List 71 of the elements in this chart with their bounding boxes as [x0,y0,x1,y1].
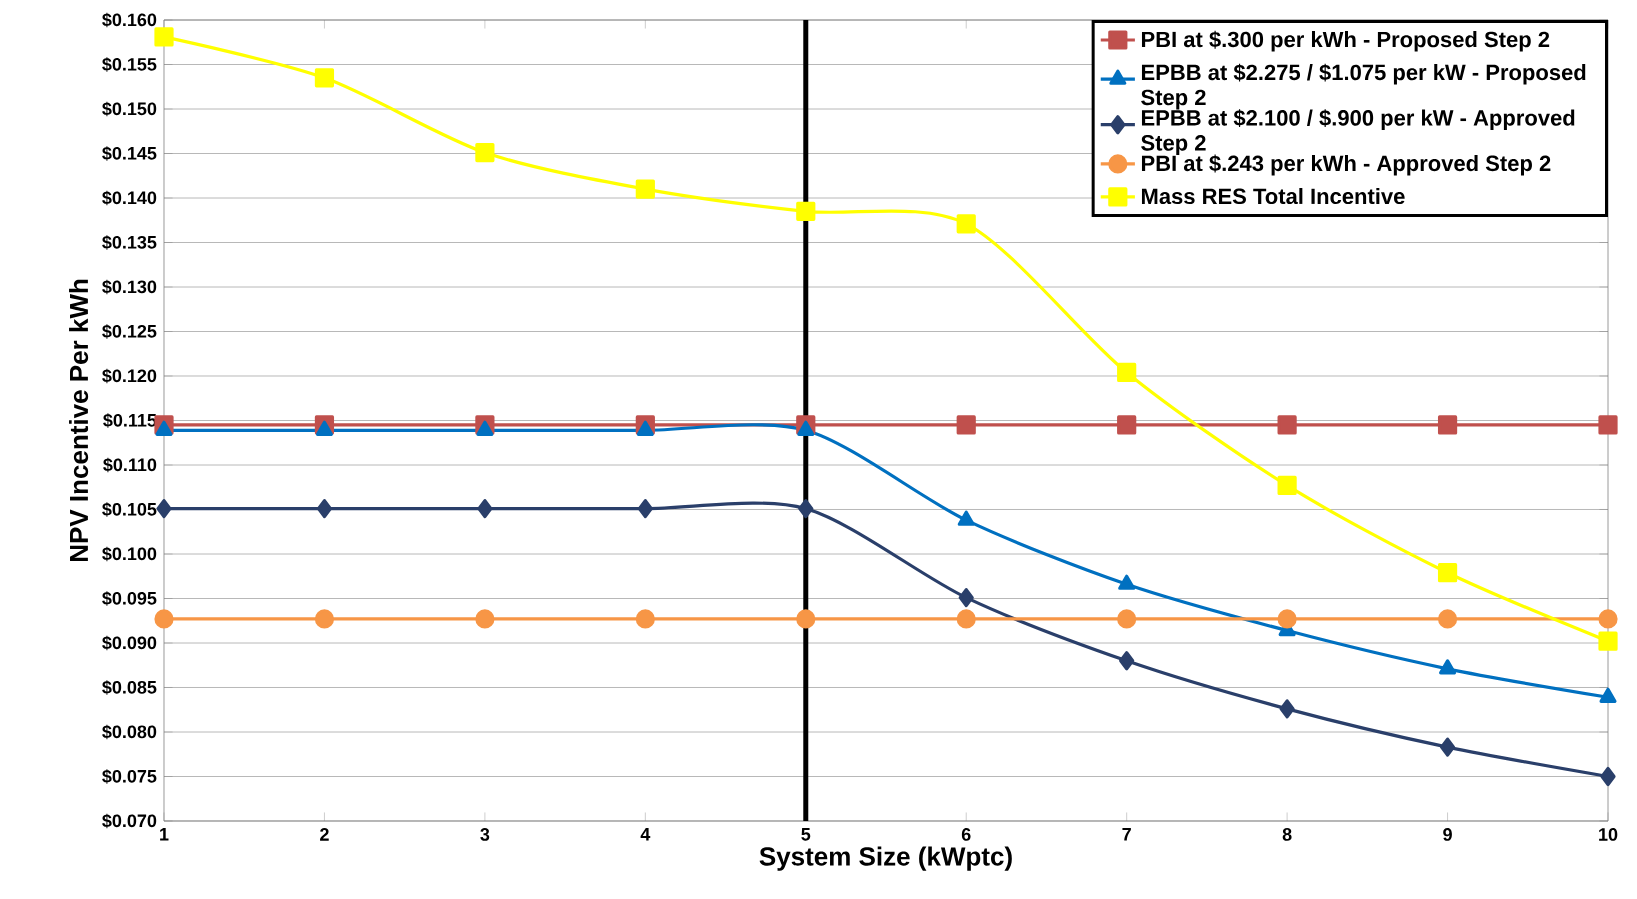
point [1437,415,1458,435]
x-tick-label: 9 [1443,828,1452,841]
point [956,609,976,629]
point [1279,699,1295,719]
y-tick-label: $0.145 [102,146,157,161]
point [958,588,974,608]
point [796,609,816,629]
point [316,499,333,519]
legend-label: PBI at $.300 per kWh - Proposed Step 2 [1141,30,1550,52]
point [475,143,495,163]
x-tick-label: 2 [320,828,329,841]
y-tick-label: $0.160 [102,12,157,28]
x-tick-label: 3 [480,828,490,841]
point [154,27,174,47]
y-tick-label: $0.135 [102,235,157,250]
y-tick-label: $0.100 [102,546,157,562]
point [1117,415,1137,435]
point [635,179,655,199]
y-tick-label: $0.110 [103,457,157,473]
point [956,415,976,435]
y-tick-label: $0.130 [102,279,157,295]
point [1600,766,1616,787]
y-tick-label: $0.085 [102,680,157,695]
y-tick-label: $0.140 [102,190,157,206]
point [635,609,655,629]
point [1598,609,1618,629]
y-axis-title: NPV Incentive Per kWh [69,279,89,562]
legend-label: EPBB at $2.275 / $1.075 per kW - Proposed Step 2 [1141,63,1586,110]
point [1439,737,1456,757]
point [477,499,493,519]
x-tick-label: 7 [1122,828,1131,841]
point [1277,475,1297,496]
point [475,609,495,629]
point [154,609,174,629]
legend-label: EPBB at $2.100 / $.900 per kW - Approved Step 2 [1141,109,1575,155]
x-tick-label: 1 [160,828,169,841]
point [1277,415,1297,435]
y-tick-label: $0.090 [102,635,157,651]
y-tick-label: $0.075 [102,769,157,784]
point [1117,609,1137,629]
point [1277,609,1297,629]
x-tick-label: 8 [1282,828,1292,841]
point [1439,659,1457,675]
point [314,609,335,629]
x-tick-label: 10 [1599,828,1618,841]
point [1119,651,1135,671]
point [1437,609,1458,629]
point [1437,563,1458,583]
point [1117,362,1137,383]
point [156,499,172,519]
y-tick-label: $0.125 [102,324,157,339]
point [796,201,816,221]
y-tick-label: $0.155 [102,57,157,72]
x-tick-label: 6 [961,828,971,841]
point [798,499,814,519]
legend-label: PBI at $.243 per kWh - Approved Step 2 [1141,154,1551,176]
y-tick-label: $0.070 [102,813,157,829]
x-tick-label: 4 [640,828,651,841]
y-tick-label: $0.095 [102,591,157,606]
y-tick-label: $0.120 [102,368,157,384]
point [1598,631,1618,651]
point [637,499,653,519]
y-tick-label: $0.105 [102,502,157,517]
y-tick-label: $0.080 [102,724,157,740]
point [1598,415,1618,435]
y-tick-label: $0.150 [102,101,157,117]
legend-label: Mass RES Total Incentive [1141,187,1405,205]
x-axis-title: System Size (kWptc) [759,846,1012,871]
point [956,214,976,234]
x-tick-label: 5 [801,828,811,841]
point [314,68,335,88]
